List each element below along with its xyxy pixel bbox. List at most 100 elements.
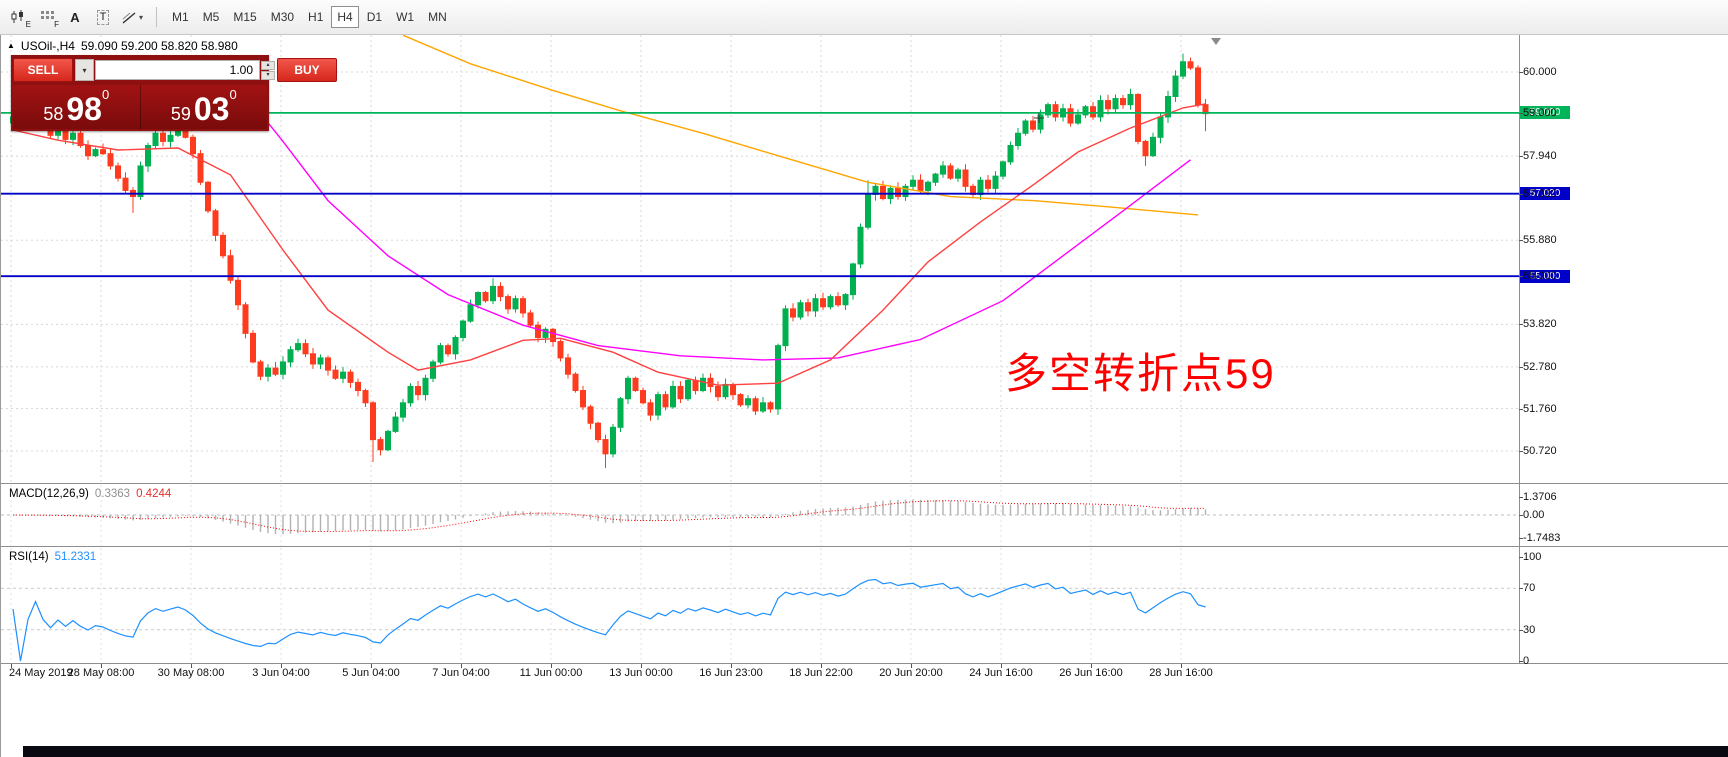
level-price-box: 57.020 [1520,187,1570,201]
ohlc-header: ▲ USOil-,H4 59.090 59.200 58.820 58.980 [7,39,238,53]
time-axis-label: 28 May 08:00 [67,667,135,679]
time-axis-label: 3 Jun 04:00 [252,667,310,679]
macd-signal-line [12,500,1206,532]
time-axis-label: 16 Jun 23:00 [699,667,763,679]
timeframe-m5[interactable]: M5 [197,6,226,28]
letter-t-icon: T [96,9,110,25]
timeframe-h4[interactable]: H4 [331,6,359,28]
ma-medium-line [229,75,1191,361]
indicator-window-button[interactable]: F [34,5,60,29]
timeframe-d1[interactable]: D1 [361,6,388,28]
timeframe-h1[interactable]: H1 [302,6,329,28]
time-axis-tick [461,664,462,668]
time-axis-label: 7 Jun 04:00 [432,667,490,679]
price-axis-label: 51.760 [1523,402,1557,415]
bid-pip-digit: 0 [101,87,110,102]
price-axis-label: 59.000 [1523,106,1557,119]
chart-window[interactable]: ▲ USOil-,H4 59.090 59.200 58.820 58.980 … [0,35,1728,757]
macd-chart[interactable] [1,485,1519,546]
volume-input[interactable] [95,60,260,80]
time-axis-label: 5 Jun 04:00 [342,667,400,679]
price-axis-label: 57.940 [1523,150,1557,163]
price-axis-label: 57.020 [1523,187,1557,200]
ask-price-display[interactable]: 59 03 0 [139,85,268,129]
time-axis-tick [551,664,552,668]
timeframe-m1[interactable]: M1 [166,6,195,28]
macd-name: MACD(12,26,9) [9,488,89,500]
grid-icon [40,11,54,19]
volume-increment-button[interactable]: ▴ [261,60,275,70]
text-box-button[interactable]: T [90,5,116,29]
price-axis-label: 60.000 [1523,66,1557,78]
time-axis-tick [101,664,102,668]
time-axis-label: 30 May 08:00 [157,667,225,679]
time-axis-border [1,663,1728,664]
ask-big-digits: 03 [193,91,230,127]
chart-mode-sub-label: E [25,20,31,29]
price-axis-label: 52.780 [1523,360,1557,373]
time-axis-tick [191,664,192,668]
macd-value-2: 0.4244 [136,488,172,500]
buy-button[interactable]: BUY [277,58,337,82]
timeframe-w1[interactable]: W1 [390,6,420,28]
price-axis-label: 55.880 [1523,234,1557,247]
volume-dropdown-button[interactable]: ▾ [75,59,94,81]
price-axis-label: 50.720 [1523,444,1557,457]
bid-big-digits: 98 [66,91,102,127]
rsi-panel-divider[interactable] [1,546,1728,547]
ohlc-values: 59.090 59.200 58.820 58.980 [80,39,238,53]
volume-decrement-button[interactable]: ▾ [261,70,275,80]
toolbar-separator [156,7,158,27]
time-axis-label: 20 Jun 20:00 [879,667,943,679]
time-axis-label: 13 Jun 00:00 [609,667,673,679]
cursor-crosshair [1034,113,1044,123]
chart-mode-button[interactable]: E [6,5,32,29]
chevron-down-icon: ▾ [266,71,270,78]
rsi-indicator-label: RSI(14) 51.2331 [9,551,96,563]
timeframe-m15[interactable]: M15 [227,6,262,28]
chevron-down-icon: ▾ [139,12,144,22]
candlestick-chart[interactable] [1,35,1519,483]
time-axis-tick [281,664,282,668]
ask-prefix: 59 [170,104,191,124]
time-axis-label: 24 May 2019 [9,667,73,679]
expand-triangle-icon: ▲ [7,41,15,50]
time-axis-label: 26 Jun 16:00 [1059,667,1123,679]
chart-shift-icon[interactable] [1211,38,1221,45]
price-axis-border [1519,35,1520,663]
level-price-box: 59.000 [1520,106,1570,120]
price-axis-label: 53.820 [1523,318,1557,331]
rsi-axis-label: 0 [1523,655,1530,667]
rsi-value: 51.2331 [54,551,97,563]
volume-control: ▾ ▴ ▾ [75,58,275,82]
rsi-axis-label: 30 [1523,623,1536,636]
time-axis-tick [641,664,642,668]
chart-text-annotation[interactable]: 多空转折点59 [1005,350,1276,397]
one-click-trading-panel: SELL ▾ ▴ ▾ BUY 58 98 0 [11,55,337,131]
trendline-icon [122,11,136,24]
bid-prefix: 58 [43,104,64,124]
rsi-chart[interactable] [1,548,1519,663]
time-axis-tick [731,664,732,668]
macd-panel-divider[interactable] [1,483,1728,484]
timeframe-m30[interactable]: M30 [265,6,300,28]
bid-price-display[interactable]: 58 98 0 [13,85,140,129]
timeframe-mn[interactable]: MN [422,6,453,28]
line-style-button[interactable]: ▾ [118,5,147,29]
macd-histogram [19,499,1207,535]
chevron-up-icon: ▴ [266,61,270,68]
level-price-box: 55.000 [1520,269,1570,283]
top-toolbar: E F A T ▾ M1 M5 M15 M30 H1 H4 D1 [0,0,1728,35]
macd-axis-label: 1.3706 [1523,491,1557,504]
macd-value-1: 0.3363 [94,488,131,500]
price-display-row: 58 98 0 59 03 0 [13,85,267,129]
time-axis-tick [11,664,12,668]
time-axis-tick [1001,664,1002,668]
sell-button[interactable]: SELL [13,58,73,82]
text-label-button[interactable]: A [62,5,88,29]
candlestick-icon [11,10,23,23]
macd-axis-label: 0.00 [1523,509,1545,521]
taskbar-strip [23,746,1728,757]
indicator-window-sub-label: F [54,20,59,29]
